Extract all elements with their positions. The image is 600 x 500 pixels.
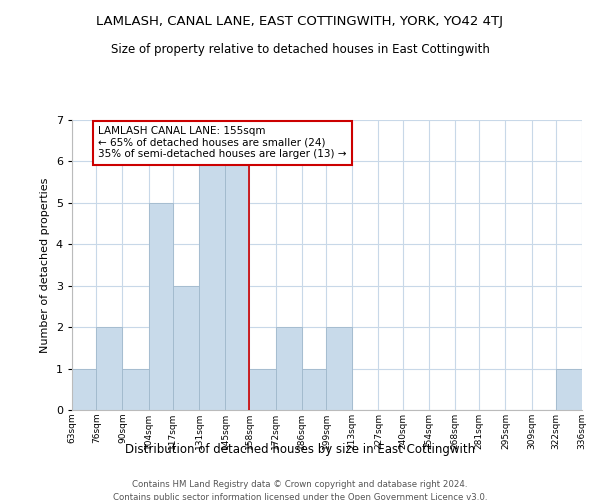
Bar	[556, 368, 582, 410]
Bar	[173, 286, 199, 410]
Bar	[250, 368, 275, 410]
Y-axis label: Number of detached properties: Number of detached properties	[40, 178, 50, 352]
Bar	[199, 162, 225, 410]
Bar	[275, 327, 302, 410]
Bar	[122, 368, 149, 410]
Text: Distribution of detached houses by size in East Cottingwith: Distribution of detached houses by size …	[125, 442, 475, 456]
Text: LAMLASH, CANAL LANE, EAST COTTINGWITH, YORK, YO42 4TJ: LAMLASH, CANAL LANE, EAST COTTINGWITH, Y…	[97, 15, 503, 28]
Bar	[302, 368, 326, 410]
Text: LAMLASH CANAL LANE: 155sqm
← 65% of detached houses are smaller (24)
35% of semi: LAMLASH CANAL LANE: 155sqm ← 65% of deta…	[98, 126, 347, 160]
Bar	[72, 368, 96, 410]
Bar	[225, 162, 250, 410]
Bar	[326, 327, 352, 410]
Bar	[96, 327, 122, 410]
Bar	[149, 203, 173, 410]
Text: Contains HM Land Registry data © Crown copyright and database right 2024.
Contai: Contains HM Land Registry data © Crown c…	[113, 480, 487, 500]
Text: Size of property relative to detached houses in East Cottingwith: Size of property relative to detached ho…	[110, 42, 490, 56]
